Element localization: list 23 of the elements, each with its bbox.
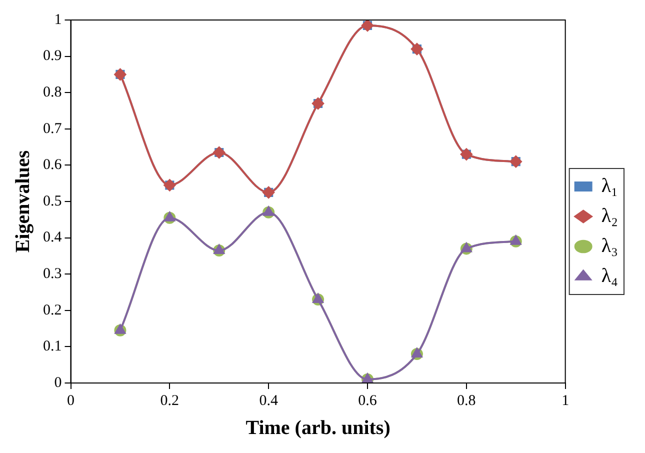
x-tick-label: 0.8 [457,392,476,409]
y-tick-label: 0.2 [43,302,62,318]
y-tick-label: 0.4 [43,230,62,246]
x-tick-label: 1 [562,392,570,409]
x-tick-label: 0 [67,392,74,409]
y-tick-label: 1 [54,12,62,28]
y-tick-label: 0.7 [43,120,62,137]
y-tick-label: 0.9 [43,48,62,64]
y-tick-label: 0.5 [43,193,62,210]
y-tick-label: 0.8 [43,84,62,101]
legend-label: λ₄ [601,264,618,287]
legend-label: λ₁ [601,174,618,197]
y-tick-label: 0.6 [43,157,62,174]
y-axis-title: Eigenvalues [12,150,34,253]
x-tick-label: 0.2 [160,392,180,409]
x-tick-label: 0.6 [358,392,378,409]
legend-label: λ₂ [601,204,618,227]
x-axis-title: Time (arb. units) [246,417,390,440]
y-tick-label: 0.1 [43,338,62,355]
legend-label: λ₃ [601,234,618,257]
x-tick-label: 0.4 [259,392,278,409]
y-tick-label: 0 [54,374,62,391]
y-tick-label: 0.3 [43,266,62,282]
